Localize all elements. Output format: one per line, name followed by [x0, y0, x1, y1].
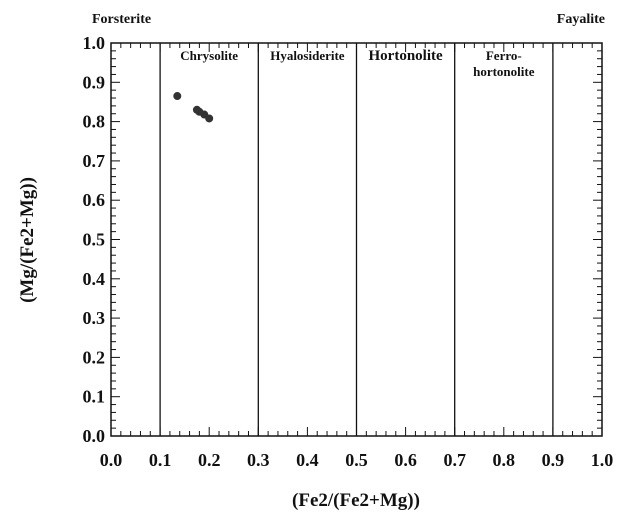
y-tick-labels: 0.0 0.1 0.2 0.3 0.4 0.5 0.6 0.7 0.8 0.9 1.0 — [83, 33, 106, 446]
field-label: Hyalosiderite — [270, 48, 345, 63]
y-tick-label: 0.0 — [83, 426, 106, 446]
endmember-right-label: Fayalite — [557, 12, 605, 27]
x-tick-label: 1.0 — [591, 450, 614, 470]
y-tick-label: 0.2 — [83, 347, 106, 367]
y-tick-label: 0.8 — [83, 112, 106, 132]
x-tick-label: 0.3 — [247, 450, 270, 470]
y-tick-label: 0.1 — [83, 387, 106, 407]
x-tick-label: 0.8 — [493, 450, 516, 470]
y-tick-label: 0.9 — [83, 72, 106, 92]
y-tick-label: 0.6 — [83, 190, 106, 210]
x-tick-label: 0.1 — [149, 450, 172, 470]
field-boundaries — [159, 43, 554, 436]
x-tick-label: 0.5 — [345, 450, 368, 470]
y-tick-label: 1.0 — [83, 33, 106, 53]
data-point — [205, 114, 214, 123]
x-tick-label: 0.0 — [100, 450, 123, 470]
y-tick-label: 0.5 — [83, 230, 106, 250]
x-tick-label: 0.7 — [443, 450, 466, 470]
endmember-left-label: Forsterite — [92, 12, 151, 27]
field-label: Hortonolite — [369, 48, 443, 64]
x-tick-label: 0.6 — [394, 450, 417, 470]
x-tick-labels: 0.0 0.1 0.2 0.3 0.4 0.5 0.6 0.7 0.8 0.9 1.0 — [100, 450, 614, 470]
x-axis-title: (Fe2/(Fe2+Mg)) — [292, 490, 420, 511]
x-tick-label: 0.2 — [198, 450, 221, 470]
x-tick-label: 0.4 — [296, 450, 319, 470]
y-tick-label: 0.7 — [83, 151, 106, 171]
data-point — [173, 92, 182, 101]
field-label: hortonolite — [473, 64, 535, 79]
axis-ticks — [110, 42, 603, 437]
field-labels: Chrysolite Hyalosiderite Hortonolite Ferro-… — [180, 48, 534, 79]
data-points — [173, 92, 214, 123]
y-tick-label: 0.4 — [83, 269, 106, 289]
field-label: Chrysolite — [180, 48, 238, 63]
y-axis-title: (Mg/(Fe2+Mg)) — [17, 177, 38, 303]
x-tick-label: 0.9 — [542, 450, 565, 470]
y-tick-label: 0.3 — [83, 308, 106, 328]
field-label: Ferro- — [486, 48, 522, 63]
